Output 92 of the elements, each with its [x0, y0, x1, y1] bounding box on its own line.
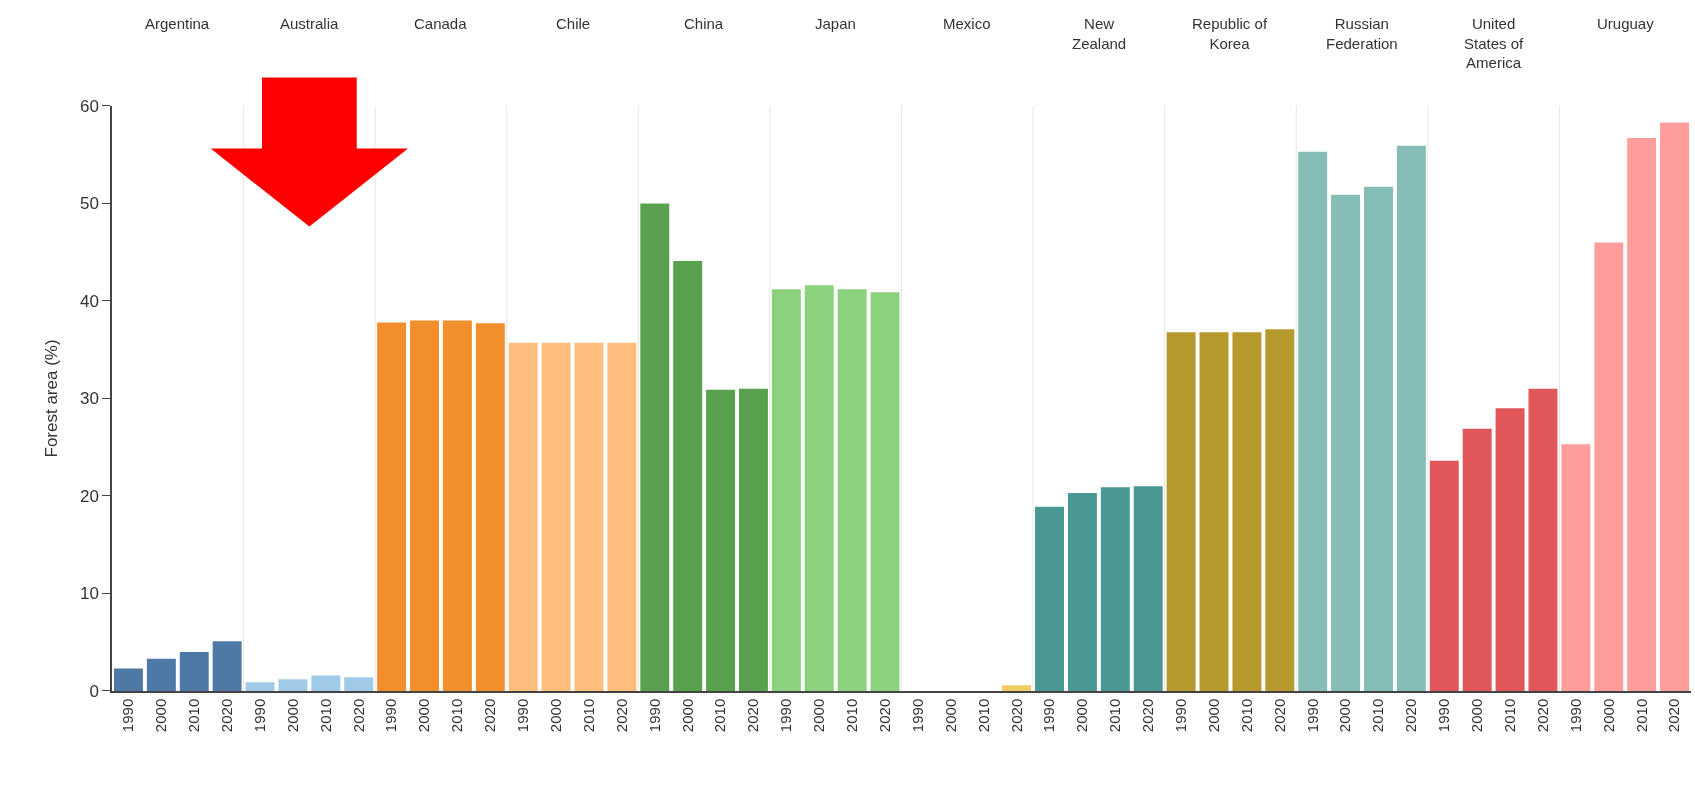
- bar: [344, 677, 374, 691]
- x-tick-label: 2020: [1270, 698, 1288, 733]
- x-tick-label: 2020: [1139, 698, 1157, 733]
- chart-title: Mexico: [943, 15, 991, 32]
- bar: [1035, 506, 1064, 691]
- bar: [673, 260, 703, 691]
- x-tick-label: 2010: [1237, 698, 1255, 733]
- bar: [245, 682, 275, 691]
- y-tick-label: 10: [79, 584, 99, 604]
- x-tick-label: 1990: [250, 698, 268, 733]
- bar: [1133, 486, 1163, 691]
- x-tick-label: 2020: [1533, 698, 1551, 733]
- x-tick-label: 2020: [1665, 698, 1683, 733]
- x-tick-label: 1990: [777, 698, 795, 733]
- x-tick-label: 2020: [612, 698, 630, 733]
- x-tick-label: 2020: [349, 698, 367, 733]
- x-tick-label: 2010: [1106, 698, 1124, 733]
- x-tick-label: 1990: [1040, 698, 1058, 733]
- bar: [278, 679, 308, 691]
- x-tick-label: 2010: [974, 698, 992, 733]
- chart-title: China: [684, 15, 724, 32]
- bar: [1561, 444, 1591, 691]
- bar: [1660, 122, 1690, 691]
- x-tick-label: 2010: [316, 698, 334, 733]
- y-tick-label: 50: [79, 194, 99, 214]
- bar: [1364, 186, 1393, 691]
- bar: [1594, 242, 1624, 691]
- x-tick-label: 2010: [843, 698, 861, 733]
- bar: [1067, 493, 1097, 691]
- bar: [1462, 428, 1492, 691]
- x-tick-label: 2010: [1632, 698, 1650, 733]
- y-tick-label: 20: [79, 486, 99, 506]
- x-tick-label: 2000: [941, 698, 959, 733]
- y-tick-label: 0: [89, 681, 99, 701]
- y-tick-label: 30: [79, 389, 99, 409]
- x-tick-label: 2000: [1599, 698, 1617, 733]
- x-tick-label: 2020: [1007, 698, 1025, 733]
- bar: [738, 388, 768, 691]
- chart-title: United States of America: [1464, 15, 1525, 71]
- chart-title: Canada: [414, 15, 468, 32]
- x-tick-label: 2020: [744, 698, 762, 733]
- y-axis-title: Forest area (%): [41, 339, 61, 458]
- x-tick-label: 1990: [1303, 698, 1321, 733]
- x-tick-label: 2010: [1369, 698, 1387, 733]
- x-tick-label: 2010: [1500, 698, 1518, 733]
- x-tick-label: 2000: [1204, 698, 1222, 733]
- bar: [311, 675, 341, 691]
- bar: [1627, 138, 1657, 691]
- chart-title: Chile: [556, 15, 591, 32]
- y-tick-label: 40: [79, 291, 99, 311]
- bar: [1298, 151, 1328, 691]
- chart-title: New Zealand: [1072, 15, 1127, 52]
- x-tick-label: 2000: [678, 698, 696, 733]
- chart-title: Uruguay: [1597, 15, 1655, 32]
- x-tick-label: 2000: [1468, 698, 1486, 733]
- x-tick-label: 1990: [1435, 698, 1453, 733]
- bar: [1429, 460, 1459, 691]
- bar: [1100, 487, 1130, 691]
- x-tick-label: 2010: [185, 698, 203, 733]
- x-tick-label: 1990: [645, 698, 663, 733]
- bar: [1495, 408, 1525, 691]
- x-tick-label: 2000: [546, 698, 564, 733]
- bar: [1396, 145, 1426, 691]
- x-tick-label: 2000: [1073, 698, 1091, 733]
- x-tick-label: 2020: [875, 698, 893, 733]
- x-tick-label: 1990: [514, 698, 532, 733]
- x-tick-label: 1990: [1566, 698, 1584, 733]
- x-tick-label: 1990: [382, 698, 400, 733]
- bar: [706, 389, 736, 691]
- chart-title: Australia: [280, 15, 340, 32]
- chart-title: Japan: [815, 15, 856, 32]
- x-tick-label: 2000: [810, 698, 828, 733]
- x-tick-label: 2010: [448, 698, 466, 733]
- x-tick-label: 2020: [1402, 698, 1420, 733]
- bar: [640, 203, 670, 691]
- x-tick-label: 2000: [1336, 698, 1354, 733]
- x-tick-label: 2000: [283, 698, 301, 733]
- x-tick-label: 2020: [218, 698, 236, 733]
- x-tick-label: 1990: [908, 698, 926, 733]
- x-tick-label: 2010: [711, 698, 729, 733]
- x-tick-label: 1990: [119, 698, 137, 733]
- x-tick-label: 2010: [579, 698, 597, 733]
- x-tick-label: 2000: [415, 698, 433, 733]
- chart-title: Russian Federation: [1326, 15, 1398, 52]
- chart-title: Republic of Korea: [1192, 15, 1268, 52]
- bar: [1331, 194, 1361, 691]
- x-tick-label: 2000: [152, 698, 170, 733]
- y-tick-label: 60: [79, 96, 99, 116]
- x-tick-label: 2020: [481, 698, 499, 733]
- x-tick-label: 1990: [1171, 698, 1189, 733]
- bar: [1528, 388, 1558, 691]
- chart-title: Argentina: [145, 15, 210, 32]
